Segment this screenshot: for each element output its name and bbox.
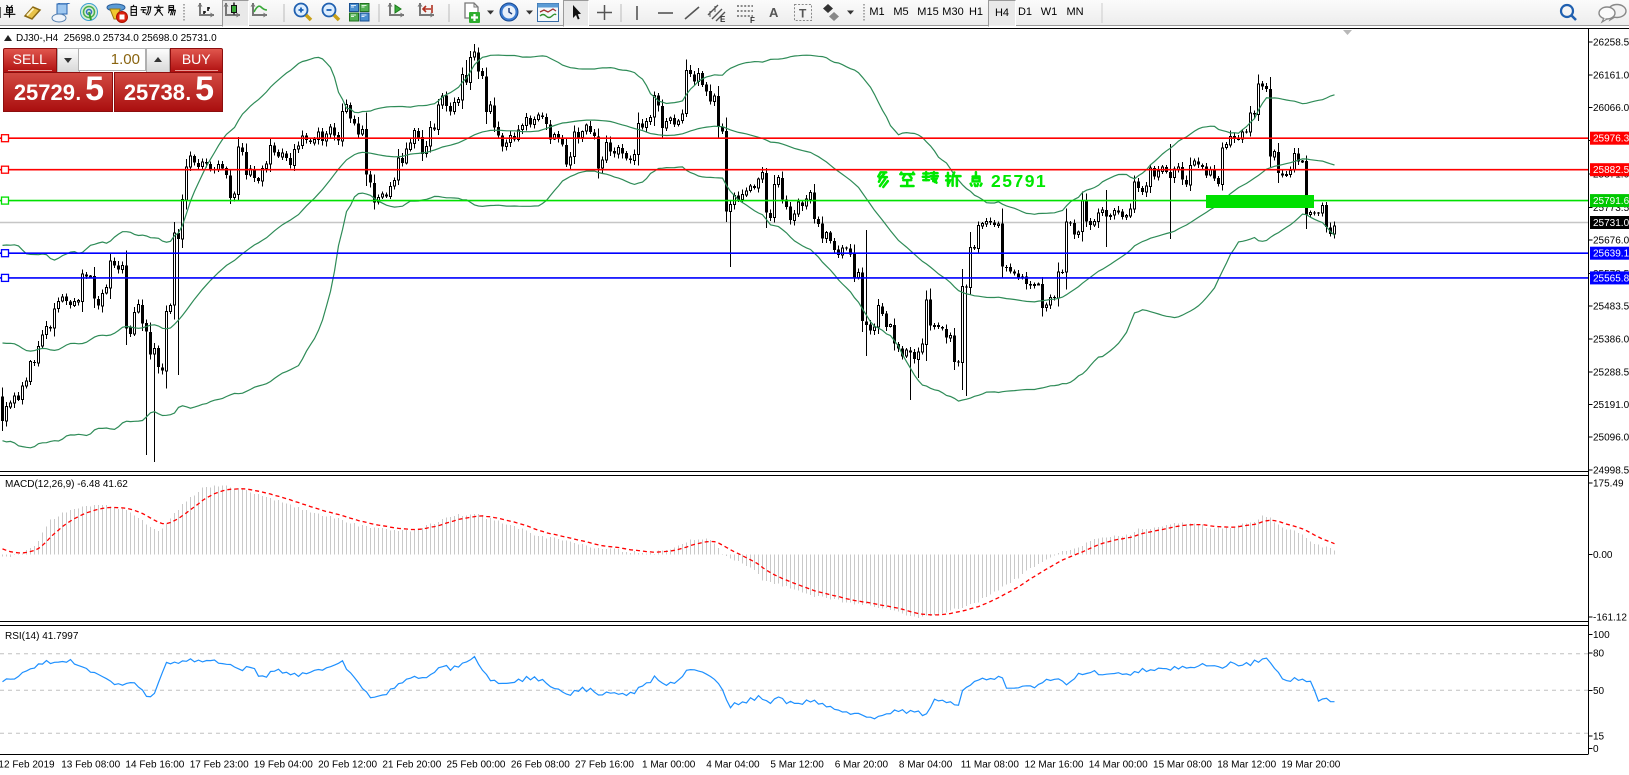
svg-text:27 Feb 16:00: 27 Feb 16:00: [575, 760, 634, 771]
svg-text:25976.3: 25976.3: [1593, 134, 1629, 145]
svg-text:24998.5: 24998.5: [1593, 466, 1629, 477]
svg-text:20 Feb 12:00: 20 Feb 12:00: [318, 760, 377, 771]
svg-text:25882.5: 25882.5: [1593, 165, 1629, 176]
svg-text:17 Feb 23:00: 17 Feb 23:00: [190, 760, 249, 771]
svg-text:25676.0: 25676.0: [1593, 236, 1629, 247]
svg-text:25386.0: 25386.0: [1593, 335, 1629, 346]
svg-text:19 Mar 20:00: 19 Mar 20:00: [1281, 760, 1340, 771]
svg-text:12 Mar 16:00: 12 Mar 16:00: [1025, 760, 1084, 771]
svg-text:25 Feb 00:00: 25 Feb 00:00: [447, 760, 506, 771]
svg-text:26161.0: 26161.0: [1593, 71, 1629, 82]
svg-text:RSI(14) 41.7997: RSI(14) 41.7997: [5, 631, 79, 642]
svg-text:18 Mar 12:00: 18 Mar 12:00: [1217, 760, 1276, 771]
svg-text:26 Feb 08:00: 26 Feb 08:00: [511, 760, 570, 771]
svg-text:25791.6: 25791.6: [1593, 196, 1629, 207]
svg-text:13 Feb 08:00: 13 Feb 08:00: [61, 760, 120, 771]
svg-text:100: 100: [1593, 630, 1610, 641]
svg-text:4 Mar 04:00: 4 Mar 04:00: [706, 760, 760, 771]
svg-text:T: T: [799, 7, 807, 21]
svg-text:175.49: 175.49: [1593, 479, 1624, 490]
svg-text:5 Mar 12:00: 5 Mar 12:00: [770, 760, 824, 771]
svg-text:F: F: [750, 16, 755, 24]
svg-text:6 Mar 20:00: 6 Mar 20:00: [835, 760, 889, 771]
svg-text:14 Feb 16:00: 14 Feb 16:00: [125, 760, 184, 771]
svg-text:25191.0: 25191.0: [1593, 400, 1629, 411]
svg-text:0: 0: [1593, 744, 1599, 755]
svg-text:25731.0: 25731.0: [1593, 218, 1629, 229]
svg-text:0.00: 0.00: [1593, 550, 1613, 561]
svg-text:25483.5: 25483.5: [1593, 302, 1629, 313]
svg-text:26066.0: 26066.0: [1593, 103, 1629, 114]
svg-text:12 Feb 2019: 12 Feb 2019: [0, 760, 55, 771]
svg-text:19 Feb 04:00: 19 Feb 04:00: [254, 760, 313, 771]
svg-text:14 Mar 00:00: 14 Mar 00:00: [1089, 760, 1148, 771]
svg-text:8 Mar 04:00: 8 Mar 04:00: [899, 760, 953, 771]
svg-text:15 Mar 08:00: 15 Mar 08:00: [1153, 760, 1212, 771]
svg-text:25773.5: 25773.5: [1593, 203, 1629, 214]
svg-text:50: 50: [1593, 686, 1605, 697]
svg-text:1 Mar 00:00: 1 Mar 00:00: [642, 760, 696, 771]
svg-text:21 Feb 20:00: 21 Feb 20:00: [382, 760, 441, 771]
svg-text:11 Mar 08:00: 11 Mar 08:00: [961, 760, 1020, 771]
svg-text:25791: 25791: [991, 171, 1047, 191]
svg-text:-161.12: -161.12: [1593, 613, 1627, 624]
svg-text:25288.5: 25288.5: [1593, 368, 1629, 379]
svg-text:80: 80: [1593, 649, 1605, 660]
svg-text:25096.0: 25096.0: [1593, 433, 1629, 444]
svg-text:25639.1: 25639.1: [1593, 249, 1629, 260]
svg-text:25565.8: 25565.8: [1593, 273, 1629, 284]
svg-text:E: E: [720, 15, 726, 24]
svg-text:MACD(12,26,9) -6.48 41.62: MACD(12,26,9) -6.48 41.62: [5, 479, 128, 490]
svg-text:15: 15: [1593, 732, 1605, 743]
svg-text:26258.5: 26258.5: [1593, 38, 1629, 49]
